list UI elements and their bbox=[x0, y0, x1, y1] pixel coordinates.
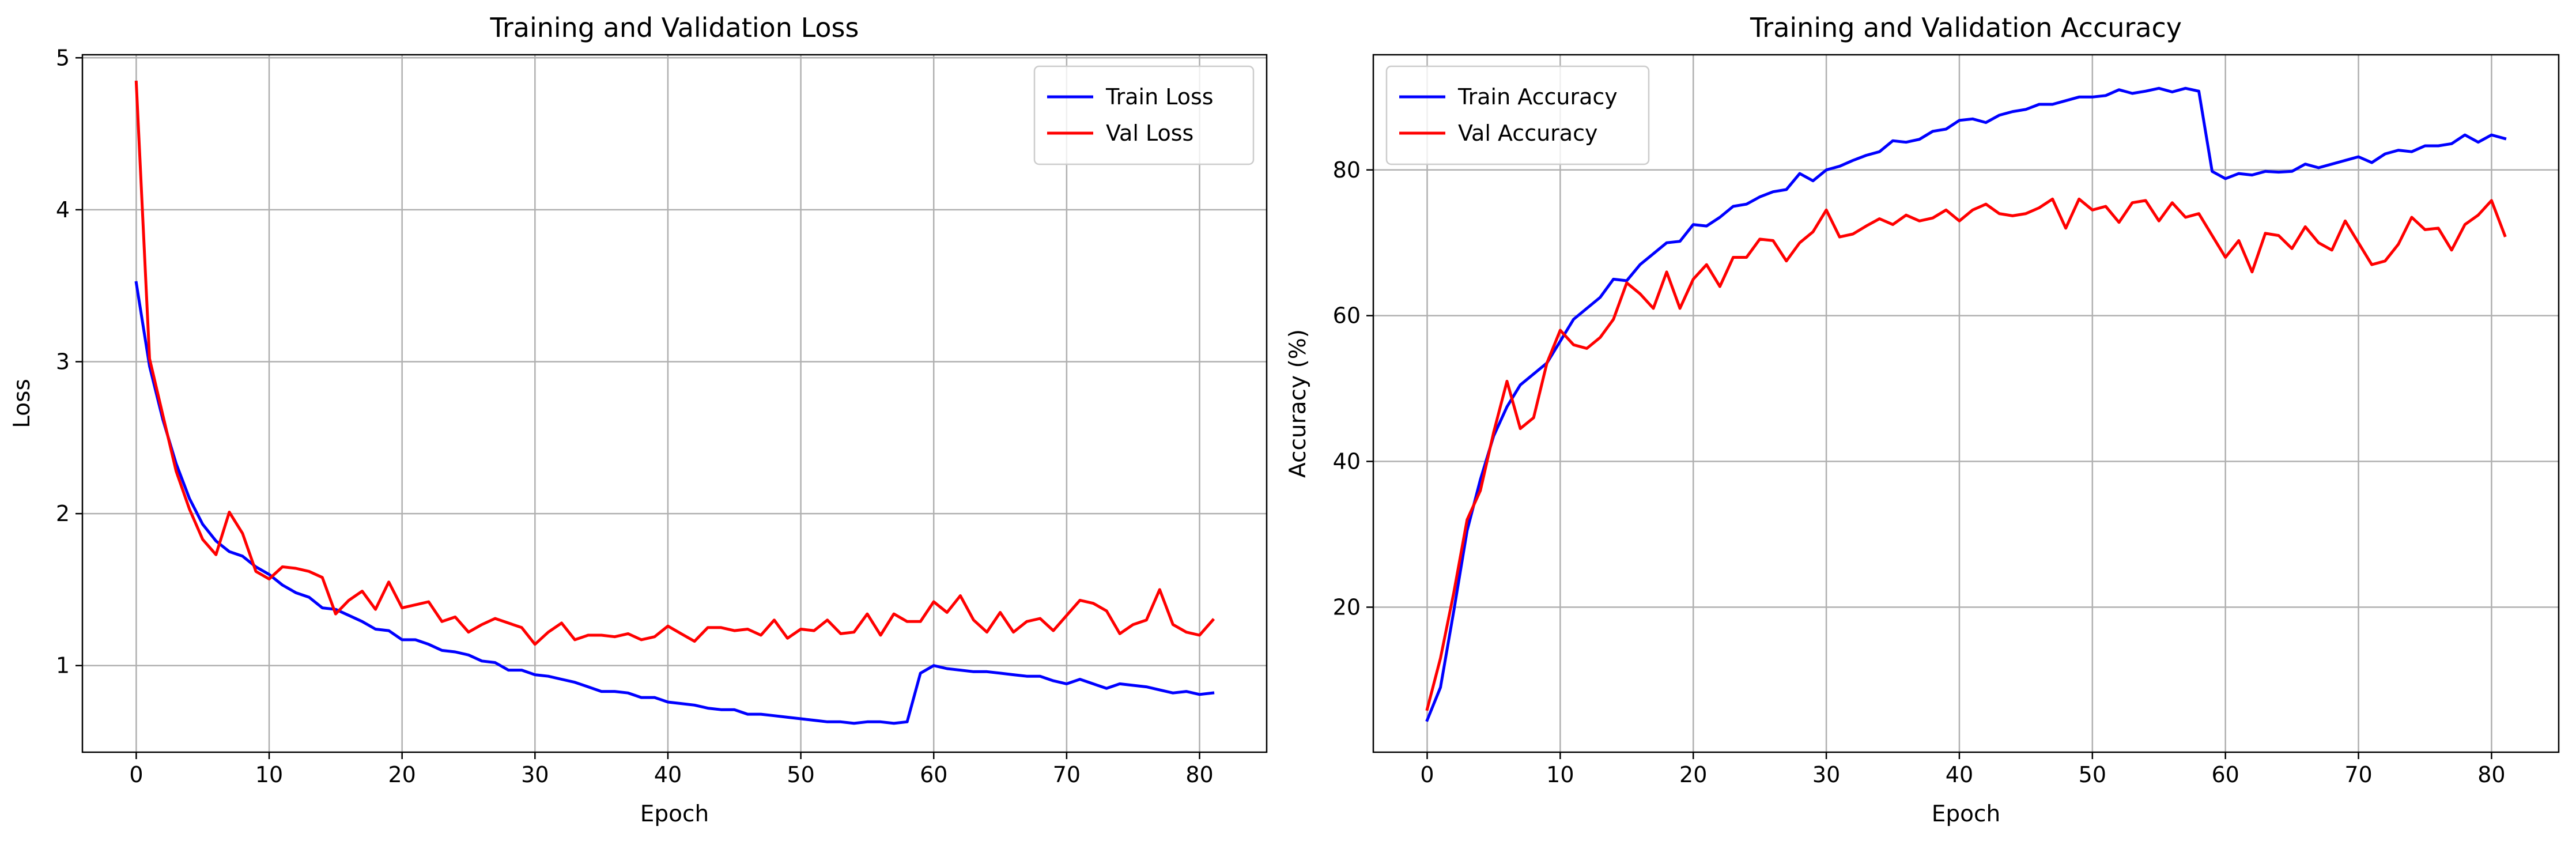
x-axis-label: Epoch bbox=[1932, 801, 2000, 827]
chart-2: 0 10 20 30 40 50 60 70 80 20 40 60 80 Training and Va… bbox=[1285, 12, 2560, 827]
y-tick-label: 4 bbox=[56, 197, 70, 222]
plot-area bbox=[82, 55, 1267, 752]
x-tick-label: 0 bbox=[129, 762, 143, 787]
series-line-val-loss bbox=[134, 80, 1215, 646]
x-axis-label: Epoch bbox=[640, 801, 709, 827]
x-tick-label: 80 bbox=[2477, 762, 2505, 787]
series-line-train-loss bbox=[134, 281, 1215, 725]
x-tick-label: 50 bbox=[787, 762, 814, 787]
y-tick-label: 1 bbox=[56, 653, 70, 678]
chart-1: 0 10 20 30 40 50 60 70 80 1 2 3 4 5 Training and Valid… bbox=[9, 12, 1268, 827]
x-tick-label: 80 bbox=[1185, 762, 1213, 787]
x-tick-label: 70 bbox=[1053, 762, 1081, 787]
legend-entry: Val Accuracy bbox=[1458, 120, 1597, 146]
x-tick-label: 60 bbox=[2212, 762, 2239, 787]
y-tick-label: 80 bbox=[1333, 157, 1361, 183]
x-tick-label: 30 bbox=[521, 762, 549, 787]
x-tick-label: 30 bbox=[1812, 762, 1840, 787]
axes-frame bbox=[81, 54, 1268, 753]
legend-entry: Val Loss bbox=[1106, 120, 1193, 146]
axes-frame bbox=[1372, 54, 2560, 753]
legend-box bbox=[1033, 65, 1255, 165]
x-tick-label: 20 bbox=[1679, 762, 1707, 787]
y-axis-label: Accuracy (%) bbox=[1285, 329, 1311, 478]
x-tick-label: 0 bbox=[1420, 762, 1434, 787]
y-tick-label: 5 bbox=[56, 45, 70, 70]
chart-title: Training and Validation Loss bbox=[490, 12, 859, 43]
x-tick-label: 40 bbox=[1946, 762, 1973, 787]
x-tick-label: 20 bbox=[388, 762, 416, 787]
series-line-val-accuracy bbox=[1425, 197, 2507, 711]
y-axis-label: Loss bbox=[9, 379, 35, 428]
plot-area bbox=[1373, 55, 2559, 752]
y-tick-label: 2 bbox=[56, 501, 70, 526]
legend: Train Accuracy Val Accuracy bbox=[1385, 65, 1650, 165]
x-tick-label: 60 bbox=[920, 762, 947, 787]
x-tick-label: 10 bbox=[255, 762, 283, 787]
y-tick-label: 20 bbox=[1333, 594, 1361, 620]
x-tick-label: 40 bbox=[654, 762, 682, 787]
legend-entry: Train Loss bbox=[1105, 84, 1214, 110]
y-tick-label: 60 bbox=[1333, 303, 1361, 329]
x-tick-label: 50 bbox=[2079, 762, 2106, 787]
y-tick-label: 40 bbox=[1333, 449, 1361, 474]
y-tick-label: 3 bbox=[56, 349, 70, 375]
x-tick-label: 10 bbox=[1546, 762, 1574, 787]
legend-box bbox=[1385, 65, 1650, 165]
legend-entry: Train Accuracy bbox=[1457, 84, 1618, 110]
x-tick-label: 70 bbox=[2344, 762, 2372, 787]
chart-title: Training and Validation Accuracy bbox=[1750, 12, 2182, 43]
legend: Train Loss Val Loss bbox=[1033, 65, 1255, 165]
series-line-train-accuracy bbox=[1425, 86, 2507, 722]
